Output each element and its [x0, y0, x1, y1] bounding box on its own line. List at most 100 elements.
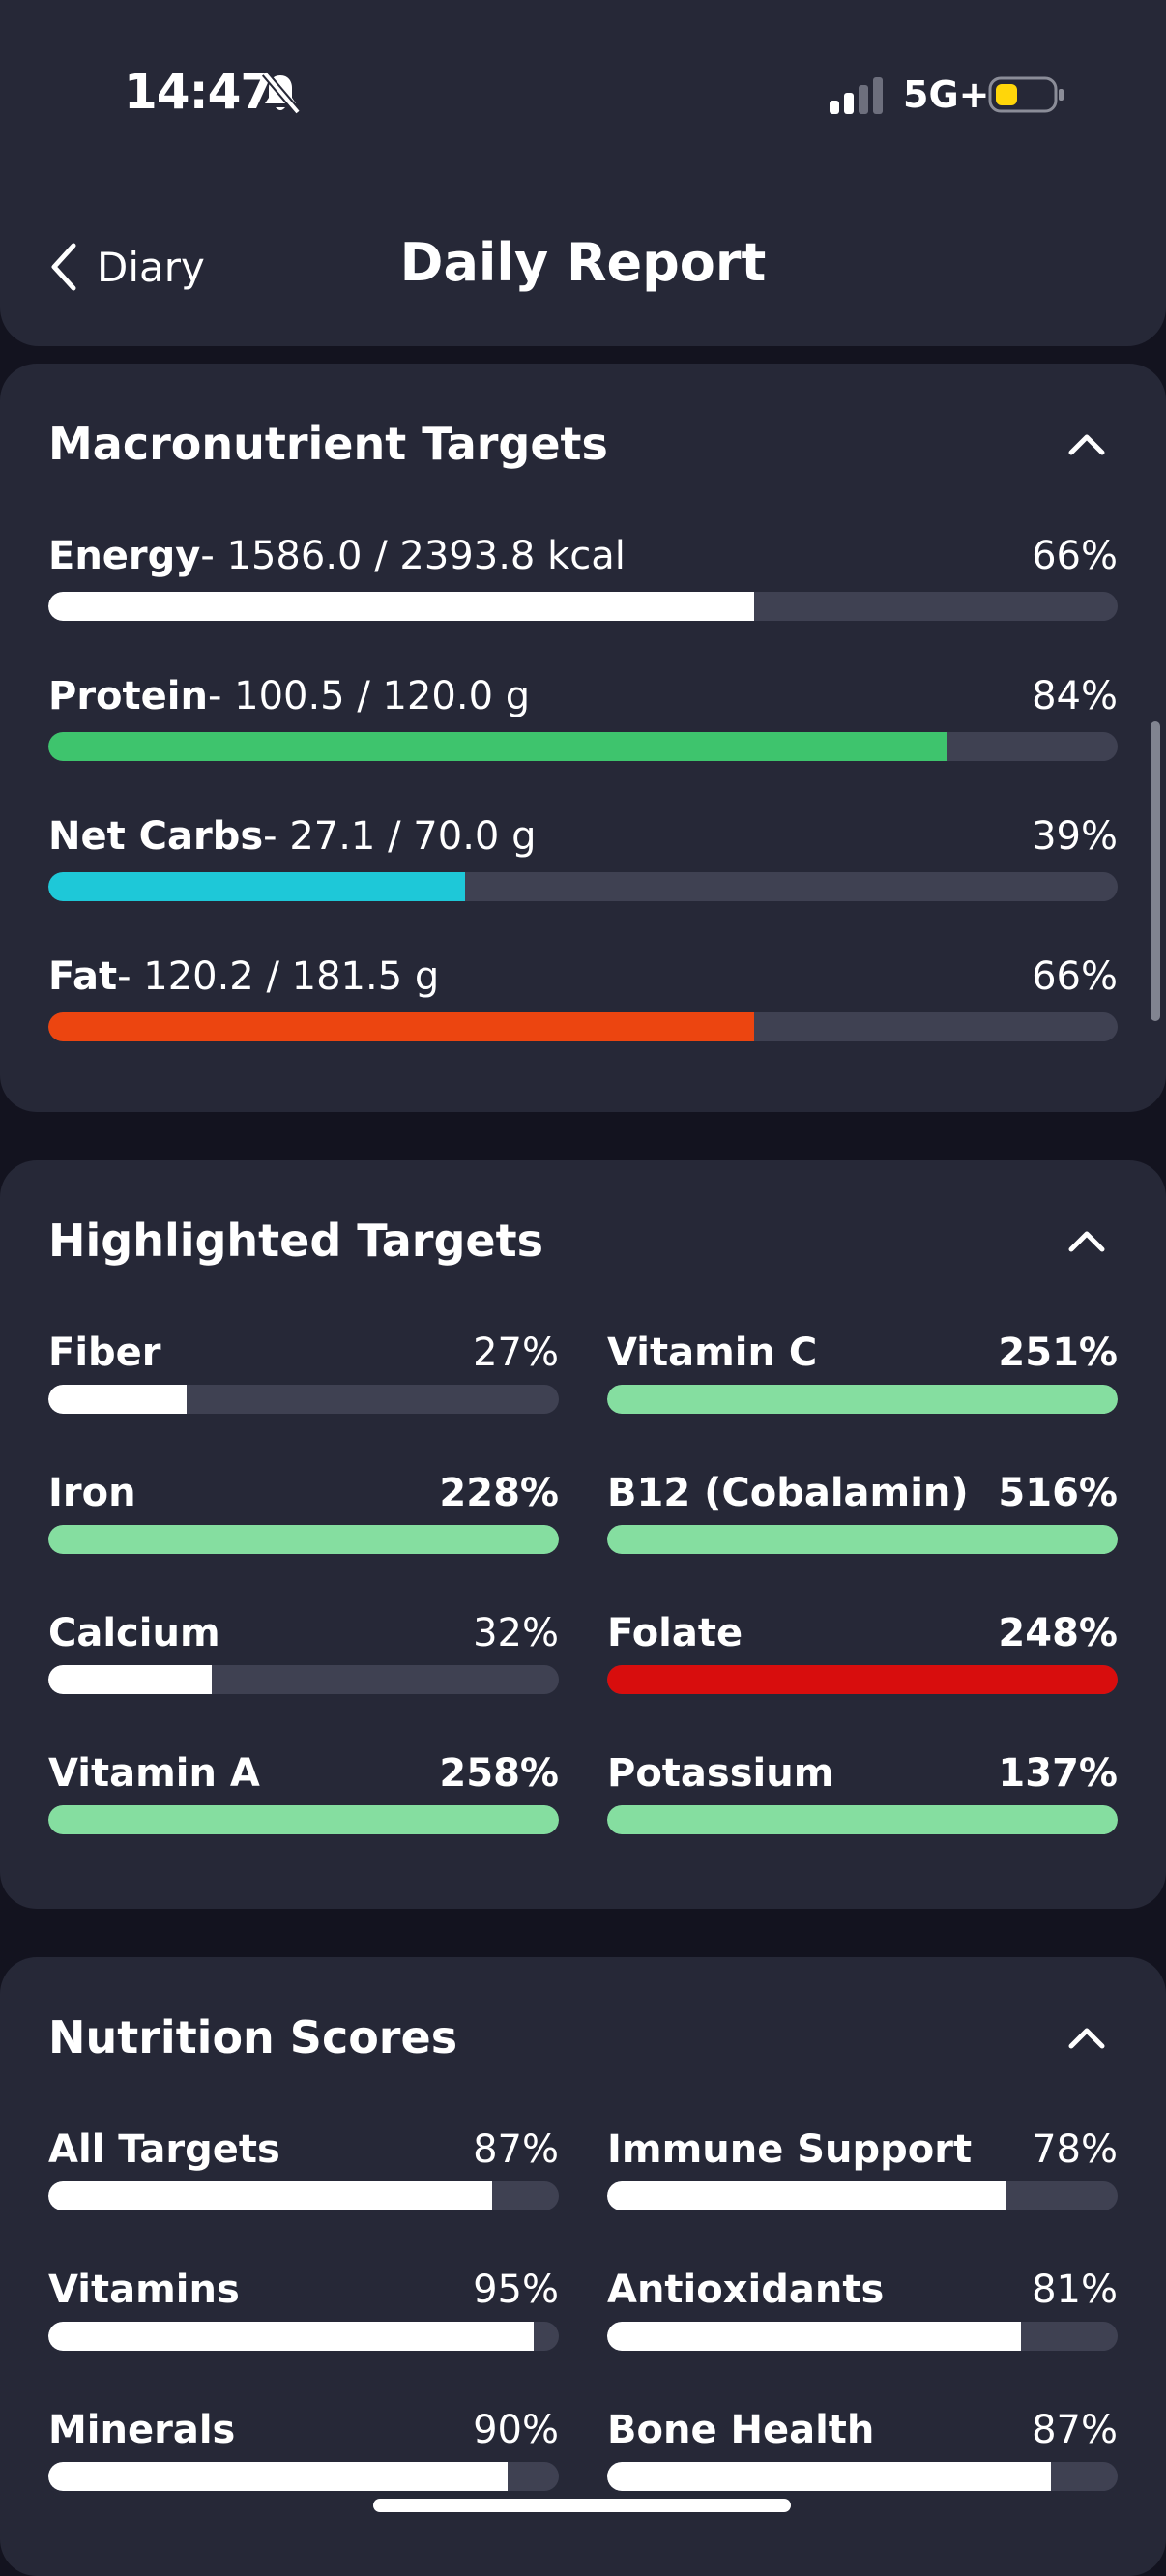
highlighted-target-item[interactable]: Calcium 32% [48, 1611, 559, 1698]
chevron-up-icon[interactable] [1065, 2023, 1108, 2052]
macro-progress-track [48, 1012, 1118, 1041]
highlighted-target-progress-fill [48, 1665, 212, 1694]
status-time: 14:47 [124, 64, 274, 120]
macro-label: Energy- 1586.0 / 2393.8 kcal [48, 534, 626, 578]
highlighted-target-name: Iron [48, 1471, 136, 1515]
back-button[interactable]: Diary [46, 228, 205, 306]
highlighted-target-name: Vitamin A [48, 1751, 260, 1796]
highlighted-target-percent: 516% [998, 1471, 1118, 1515]
highlighted-target-percent: 251% [998, 1331, 1118, 1375]
macro-row[interactable]: Energy- 1586.0 / 2393.8 kcal 66% [48, 534, 1118, 621]
highlighted-target-progress-fill [607, 1385, 1118, 1414]
highlighted-target-item[interactable]: Vitamin A 258% [48, 1751, 559, 1838]
macronutrient-title: Macronutrient Targets [48, 418, 608, 470]
highlighted-target-percent: 27% [473, 1331, 559, 1375]
nutrition-score-percent: 95% [473, 2268, 559, 2312]
nutrition-score-percent: 87% [1032, 2408, 1118, 2452]
highlighted-target-progress-fill [607, 1805, 1118, 1834]
back-label: Diary [97, 243, 205, 291]
nutrition-score-item[interactable]: Antioxidants 81% [607, 2268, 1118, 2355]
nutrition-score-name: Immune Support [607, 2127, 973, 2172]
highlighted-target-name: Folate [607, 1611, 743, 1655]
nutrition-score-name: Minerals [48, 2408, 236, 2452]
highlighted-target-percent: 228% [439, 1471, 559, 1515]
highlighted-target-name: Vitamin C [607, 1331, 818, 1375]
header-card [0, 0, 1166, 346]
chevron-left-icon [51, 243, 76, 291]
nutrition-score-name: All Targets [48, 2127, 280, 2172]
macro-detail: - 27.1 / 70.0 g [263, 814, 537, 859]
macro-name: Energy [48, 534, 201, 578]
macro-name: Fat [48, 954, 118, 999]
status-bar: 14:47 5G+ [0, 0, 1166, 184]
macro-row[interactable]: Fat- 120.2 / 181.5 g 66% [48, 954, 1118, 1041]
highlighted-target-progress-track [607, 1805, 1118, 1834]
highlighted-target-progress-fill [607, 1525, 1118, 1554]
highlighted-target-progress-track [48, 1805, 559, 1834]
chevron-up-icon[interactable] [1065, 429, 1108, 458]
highlighted-target-name: B12 (Cobalamin) [607, 1471, 969, 1515]
nutrition-score-item[interactable]: Immune Support 78% [607, 2127, 1118, 2214]
nutrition-score-percent: 78% [1032, 2127, 1118, 2172]
battery-icon [988, 76, 1064, 113]
highlighted-target-item[interactable]: Fiber 27% [48, 1331, 559, 1418]
signal-icon [830, 77, 883, 114]
home-indicator[interactable] [373, 2499, 791, 2512]
highlighted-target-progress-fill [607, 1665, 1118, 1694]
highlighted-target-progress-track [607, 1665, 1118, 1694]
highlighted-target-item[interactable]: Folate 248% [607, 1611, 1118, 1698]
highlighted-target-percent: 137% [998, 1751, 1118, 1796]
highlighted-target-name: Fiber [48, 1331, 161, 1375]
highlighted-target-progress-fill [48, 1805, 559, 1834]
highlighted-target-percent: 248% [998, 1611, 1118, 1655]
nutrition-score-progress-track [48, 2322, 559, 2351]
macro-progress-track [48, 592, 1118, 621]
nutrition-score-name: Antioxidants [607, 2268, 885, 2312]
highlighted-target-progress-track [607, 1525, 1118, 1554]
nutrition-score-progress-track [48, 2181, 559, 2210]
macro-row[interactable]: Protein- 100.5 / 120.0 g 84% [48, 674, 1118, 761]
bell-slash-icon [261, 71, 302, 115]
nutrition-score-name: Bone Health [607, 2408, 875, 2452]
nutrition-score-item[interactable]: Bone Health 87% [607, 2408, 1118, 2495]
macro-progress-track [48, 732, 1118, 761]
macro-label: Protein- 100.5 / 120.0 g [48, 674, 530, 718]
macro-label: Fat- 120.2 / 181.5 g [48, 954, 439, 999]
nutrition-score-percent: 90% [473, 2408, 559, 2452]
highlighted-target-percent: 258% [439, 1751, 559, 1796]
highlighted-target-progress-track [48, 1525, 559, 1554]
macro-progress-fill [48, 592, 754, 621]
macro-percent: 66% [1032, 534, 1118, 578]
nutrition-score-item[interactable]: Minerals 90% [48, 2408, 559, 2495]
nutrition-score-progress-fill [607, 2462, 1052, 2491]
highlighted-target-progress-fill [48, 1525, 559, 1554]
highlighted-target-progress-track [607, 1385, 1118, 1414]
nutrition-score-progress-track [607, 2322, 1118, 2351]
nutrition-score-progress-fill [607, 2181, 1006, 2210]
highlighted-target-item[interactable]: Iron 228% [48, 1471, 559, 1558]
macro-progress-track [48, 872, 1118, 901]
nutrition-score-item[interactable]: Vitamins 95% [48, 2268, 559, 2355]
macro-percent: 39% [1032, 814, 1118, 859]
nutrition-score-name: Vitamins [48, 2268, 240, 2312]
macro-detail: - 100.5 / 120.0 g [207, 674, 531, 718]
chevron-up-icon[interactable] [1065, 1226, 1108, 1255]
macro-name: Net Carbs [48, 814, 264, 859]
highlighted-title: Highlighted Targets [48, 1215, 543, 1267]
macro-detail: - 1586.0 / 2393.8 kcal [200, 534, 626, 578]
macro-row[interactable]: Net Carbs- 27.1 / 70.0 g 39% [48, 814, 1118, 901]
nutrition-score-item[interactable]: All Targets 87% [48, 2127, 559, 2214]
nutrition-score-progress-fill [607, 2322, 1021, 2351]
nutrition-score-progress-fill [48, 2462, 509, 2491]
macro-detail: - 120.2 / 181.5 g [117, 954, 440, 999]
macro-label: Net Carbs- 27.1 / 70.0 g [48, 814, 536, 859]
highlighted-target-item[interactable]: Vitamin C 251% [607, 1331, 1118, 1418]
macro-name: Protein [48, 674, 208, 718]
nutrition-score-progress-fill [48, 2181, 493, 2210]
highlighted-target-item[interactable]: B12 (Cobalamin) 516% [607, 1471, 1118, 1558]
highlighted-target-item[interactable]: Potassium 137% [607, 1751, 1118, 1838]
nutrition-score-progress-track [607, 2181, 1118, 2210]
macro-progress-fill [48, 1012, 754, 1041]
nutrition-score-progress-track [607, 2462, 1118, 2491]
scrollbar[interactable] [1151, 721, 1160, 1021]
